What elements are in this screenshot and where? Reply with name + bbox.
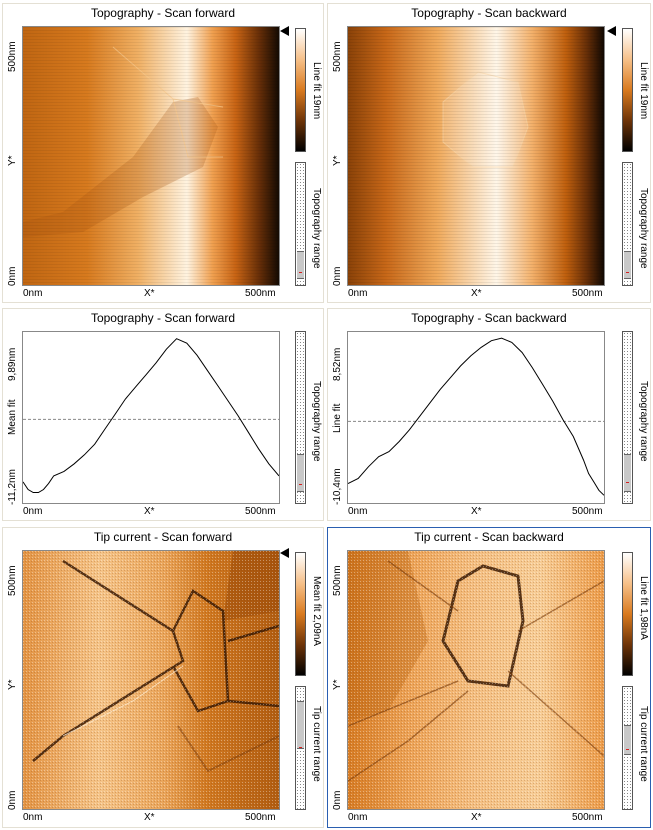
x-axis-max-label: 500nm (245, 812, 276, 823)
x-axis-min-label: 0nm (348, 288, 368, 299)
tip-current-range-slider[interactable] (622, 686, 633, 810)
tip-current-range-slider[interactable] (295, 686, 306, 810)
y-axis-label: Line fit (332, 403, 343, 433)
range-label: Topography range (311, 188, 322, 269)
x-axis-min-label: 0nm (348, 812, 368, 823)
x-axis-label: X* (471, 812, 482, 823)
range-label: Tip current range (638, 706, 649, 782)
topography-backward-image[interactable] (347, 26, 605, 286)
colorbar (622, 552, 633, 676)
range-label: Topography range (638, 188, 649, 269)
range-label: Topography range (311, 381, 322, 462)
panel-menu-arrow-icon[interactable] (607, 26, 616, 36)
topography-range-slider[interactable] (295, 331, 306, 504)
x-axis-min-label: 0nm (23, 506, 43, 517)
x-axis-max-label: 500nm (572, 812, 603, 823)
colorbar (622, 28, 633, 152)
x-axis-label: X* (471, 506, 482, 517)
panel-title: Topography - Scan forward (90, 6, 236, 20)
tip-backward-image-panel[interactable]: Tip current - Scan backward 500nm Y* 0nm (327, 527, 651, 828)
y-axis-max-label: 500nm (332, 565, 343, 596)
topo-backward-line-panel[interactable]: Topography - Scan backward 8,52nm Line f… (327, 308, 651, 521)
panel-title: Topography - Scan backward (411, 6, 567, 20)
panel-title: Topography - Scan backward (411, 311, 567, 325)
profile-series-line (348, 337, 604, 496)
y-axis-label: Y* (332, 679, 343, 690)
y-axis-label: Y* (7, 679, 18, 690)
y-axis-max-label: 500nm (332, 41, 343, 72)
y-axis-label: Y* (332, 155, 343, 166)
x-axis-max-label: 500nm (572, 288, 603, 299)
x-axis-min-label: 0nm (348, 506, 368, 517)
topo-forward-image-panel[interactable]: Topography - Scan forward 500nm Y* 0nm (2, 3, 324, 303)
y-axis-max-label: 8,52nm (332, 347, 343, 381)
colorbar-label: Line fit 19nm (311, 62, 322, 120)
x-axis-label: X* (144, 288, 155, 299)
x-axis-max-label: 500nm (245, 288, 276, 299)
y-axis-label: Mean fit (7, 399, 18, 435)
colorbar-label: Mean fit 2,09nA (311, 576, 322, 647)
tip-forward-image-panel[interactable]: Tip current - Scan forward 500nm Y* 0nm (2, 527, 324, 828)
topography-range-slider[interactable] (622, 162, 633, 286)
panel-title: Tip current - Scan forward (93, 530, 233, 544)
x-axis-max-label: 500nm (572, 506, 603, 517)
range-label: Tip current range (311, 706, 322, 782)
x-axis-label: X* (471, 288, 482, 299)
y-axis-min-label: 0nm (7, 790, 18, 810)
x-axis-min-label: 0nm (23, 812, 43, 823)
y-axis-min-label: 0nm (7, 266, 18, 286)
colorbar-label: Line fit 1,98nA (638, 576, 649, 640)
y-axis-min-label: -11,2nm (7, 469, 18, 505)
panel-menu-arrow-icon[interactable] (280, 548, 289, 558)
topography-range-slider[interactable] (622, 331, 633, 504)
colorbar (295, 552, 306, 676)
topography-range-slider[interactable] (295, 162, 306, 286)
y-axis-max-label: 9,89nm (7, 347, 18, 381)
x-axis-label: X* (144, 506, 155, 517)
y-axis-min-label: -10,4nm (332, 468, 343, 505)
y-axis-min-label: 0nm (332, 790, 343, 810)
tip-current-forward-image[interactable] (22, 550, 280, 810)
range-label: Topography range (638, 381, 649, 462)
panel-menu-arrow-icon[interactable] (280, 26, 289, 36)
topography-backward-line-plot[interactable] (347, 331, 605, 504)
x-axis-min-label: 0nm (23, 288, 43, 299)
x-axis-max-label: 500nm (245, 506, 276, 517)
x-axis-label: X* (144, 812, 155, 823)
colorbar (295, 28, 306, 152)
topo-forward-line-panel[interactable]: Topography - Scan forward 9,89nm Mean fi… (2, 308, 324, 521)
profile-series-line (23, 338, 279, 493)
colorbar-label: Line fit 19nm (638, 62, 649, 120)
panel-title: Topography - Scan forward (90, 311, 236, 325)
topography-forward-image[interactable] (22, 26, 280, 286)
y-axis-max-label: 500nm (7, 565, 18, 596)
y-axis-min-label: 0nm (332, 266, 343, 286)
topography-forward-line-plot[interactable] (22, 331, 280, 504)
tip-current-backward-image[interactable] (347, 550, 605, 810)
panel-title: Tip current - Scan backward (414, 530, 564, 544)
y-axis-max-label: 500nm (7, 41, 18, 72)
topo-backward-image-panel[interactable]: Topography - Scan backward 500nm Y* 0nm (327, 3, 651, 303)
y-axis-label: Y* (7, 155, 18, 166)
